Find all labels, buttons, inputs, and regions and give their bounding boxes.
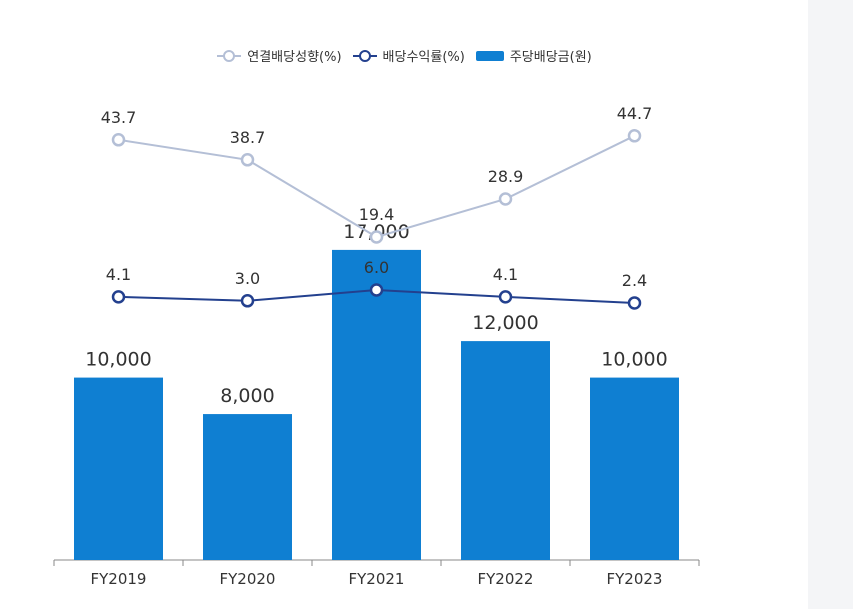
legend-marker-payout-ratio	[217, 49, 242, 62]
value-label-dividend-yield: 4.1	[493, 265, 518, 284]
x-tick-label: FY2019	[91, 570, 147, 588]
point-payout-ratio	[369, 230, 384, 244]
legend-label-dividend-yield: 배당수익률(%)	[382, 50, 465, 65]
point-dividend-yield	[369, 283, 384, 297]
legend-label-dps: 주당배당금(원)	[509, 50, 592, 65]
x-tick-label: FY2022	[478, 570, 534, 588]
legend-marker-dps	[475, 50, 504, 61]
value-label-dividend-yield: 6.0	[364, 258, 389, 277]
point-dividend-yield	[498, 290, 513, 304]
bar-dps	[461, 341, 550, 560]
bar-dps	[74, 377, 163, 560]
legend-label-payout-ratio: 연결배당성향(%)	[247, 50, 342, 65]
x-tick-label: FY2020	[220, 570, 276, 588]
x-tick-label: FY2023	[607, 570, 663, 588]
bar-dps	[590, 377, 679, 560]
value-label-payout-ratio: 38.7	[230, 128, 266, 147]
point-dividend-yield	[240, 294, 255, 308]
bar-value-label: 12,000	[472, 312, 538, 334]
legend-item-payout-ratio: 연결배당성향(%)	[216, 46, 342, 65]
legend-item-dps: 주당배당금(원)	[475, 46, 592, 65]
legend-marker-dividend-yield	[352, 49, 377, 62]
legend-item-dividend-yield: 배당수익률(%)	[352, 46, 465, 65]
bar-value-label: 10,000	[601, 349, 667, 371]
plot-area: 10,0008,00017,00012,00010,000FY2019FY202…	[53, 104, 700, 588]
bar-dps	[203, 414, 292, 560]
value-label-dividend-yield: 2.4	[622, 271, 647, 290]
x-tick-label: FY2021	[349, 570, 405, 588]
value-label-dividend-yield: 3.0	[235, 269, 260, 288]
point-payout-ratio	[240, 153, 255, 167]
value-label-payout-ratio: 44.7	[617, 104, 653, 123]
point-payout-ratio	[627, 129, 642, 143]
point-payout-ratio	[498, 192, 513, 206]
bar-dps	[332, 249, 421, 560]
value-label-dividend-yield: 4.1	[106, 265, 131, 284]
side-panel	[808, 0, 853, 609]
point-payout-ratio	[111, 133, 126, 147]
value-label-payout-ratio: 28.9	[488, 167, 524, 186]
bar-value-label: 8,000	[220, 385, 274, 407]
point-dividend-yield	[111, 290, 126, 304]
value-label-payout-ratio: 43.7	[101, 108, 137, 127]
bar-value-label: 10,000	[85, 349, 151, 371]
point-dividend-yield	[627, 296, 642, 310]
value-label-payout-ratio: 19.4	[359, 205, 395, 224]
legend: 연결배당성향(%) 배당수익률(%) 주당배당금(원)	[0, 46, 808, 65]
